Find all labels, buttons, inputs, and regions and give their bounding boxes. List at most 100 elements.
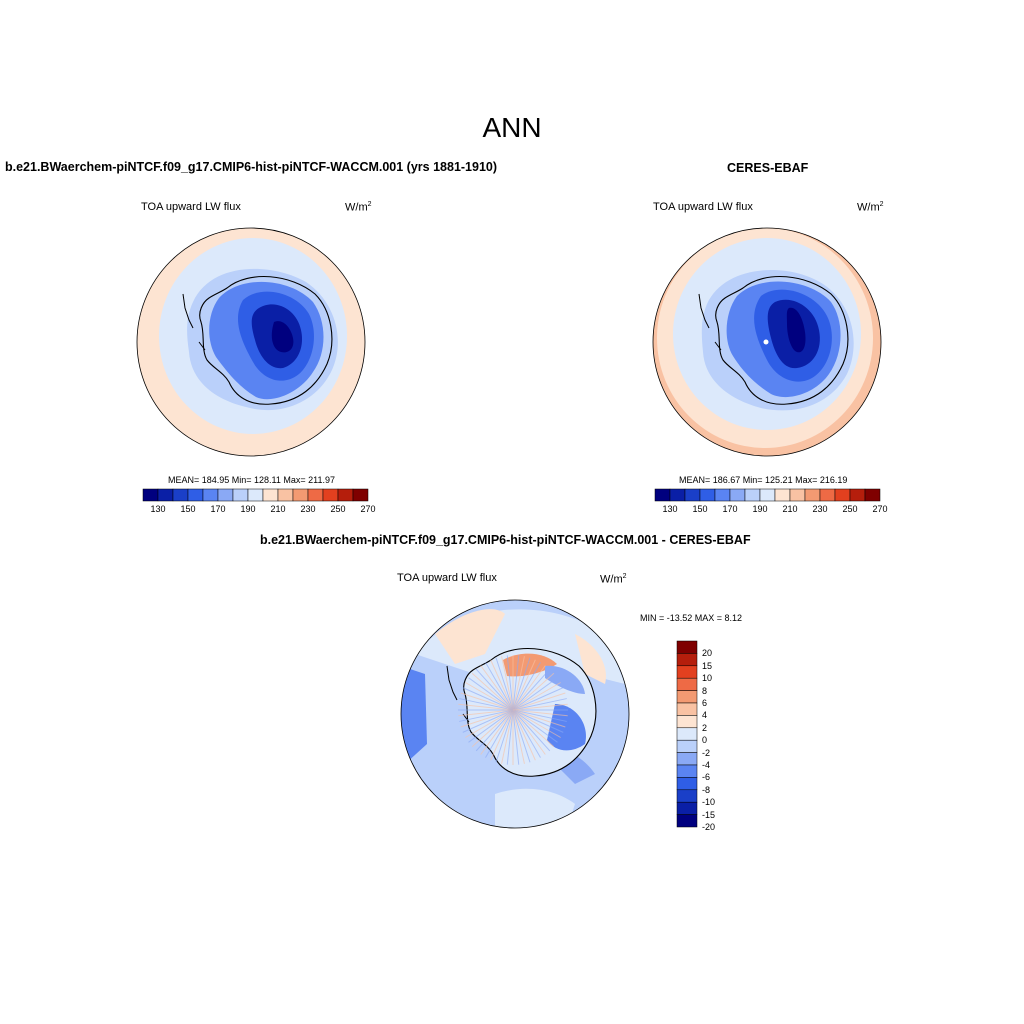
colorbar-swatch — [277, 488, 294, 502]
colorbar-tick-label: -6 — [702, 772, 711, 783]
colorbar-swatch — [142, 488, 159, 502]
colorbar-swatch — [676, 814, 698, 828]
colorbar-swatch — [187, 488, 204, 502]
contour-fill-130 — [786, 307, 806, 353]
colorbar-swatch — [669, 488, 686, 502]
colorbar-swatch — [676, 739, 698, 753]
colorbar-tick-label: 4 — [702, 710, 708, 721]
colorbar-swatch — [172, 488, 189, 502]
colorbar-tick-label: 6 — [702, 698, 708, 708]
colorbar-tick-label: -4 — [702, 760, 711, 770]
colorbar-swatch — [262, 488, 279, 502]
map-boundary — [652, 227, 882, 457]
colorbar-swatch — [684, 488, 701, 502]
panel-title-model: b.e21.BWaerchem-piNTCF.f09_g17.CMIP6-his… — [5, 160, 498, 174]
colorbar-swatch — [292, 488, 309, 502]
radial-streaks — [458, 655, 568, 765]
stats-obs: MEAN= 186.67 Min= 125.21 Max= 216.19 — [679, 475, 848, 485]
colorbar-swatch — [774, 488, 791, 502]
colorbar-swatch — [676, 640, 698, 654]
colorbar-tick-label: -15 — [702, 809, 716, 820]
colorbar-diff-labels: 20 15 10 8 6 4 2 0 -2 -4 -6 -8 -10 -15 -20 — [700, 641, 730, 832]
colorbar-tick-label: 130 — [150, 504, 166, 514]
colorbar-tick-label: 190 — [240, 504, 256, 514]
colorbar-swatch — [232, 488, 249, 502]
variable-label-diff: TOA upward LW flux — [397, 572, 497, 584]
colorbar-swatch — [654, 488, 671, 502]
colorbar-swatch — [352, 488, 369, 502]
contour-fill-minus6-east — [547, 704, 586, 751]
colorbar-model — [142, 488, 369, 502]
colorbar-swatch — [322, 488, 339, 502]
colorbar-swatch — [699, 488, 716, 502]
colorbar-tick-label: 2 — [702, 722, 708, 733]
colorbar-swatch — [849, 488, 866, 502]
polar-map-diff — [400, 599, 630, 829]
colorbar-swatch — [202, 488, 219, 502]
contour-fill-minus4-east — [545, 665, 585, 694]
antarctica-coastline — [199, 275, 333, 405]
colorbar-swatch — [676, 789, 698, 803]
colorbar-tick-label: 0 — [702, 735, 708, 746]
contour-fill-2-upper — [435, 609, 505, 664]
colorbar-swatch — [676, 677, 698, 691]
colorbar-swatch — [676, 702, 698, 716]
colorbar-tick-label: 10 — [702, 673, 713, 684]
colorbar-diff — [676, 640, 698, 828]
colorbar-swatch — [744, 488, 761, 502]
colorbar-tick-label: 230 — [812, 504, 828, 514]
colorbar-tick-label: 170 — [722, 504, 738, 514]
colorbar-tick-label: -2 — [702, 747, 711, 758]
colorbar-tick-label: 150 — [692, 504, 708, 514]
antarctica-coastline — [715, 275, 849, 405]
colorbar-tick-label: 250 — [330, 504, 346, 514]
colorbar-model-labels: 130 150 170 190 210 230 250 270 — [143, 504, 375, 516]
colorbar-swatch — [337, 488, 354, 502]
colorbar-tick-label: -10 — [702, 797, 716, 808]
contour-fill-2-right — [575, 634, 606, 684]
map-boundary — [136, 227, 366, 457]
contour-fill-130 — [271, 321, 294, 353]
south-america-coastline — [182, 293, 206, 351]
variable-label-model: TOA upward LW flux — [141, 201, 241, 213]
colorbar-swatch — [676, 777, 698, 791]
colorbar-swatch — [676, 727, 698, 741]
panel-title-diff: b.e21.BWaerchem-piNTCF.f09_g17.CMIP6-his… — [260, 533, 751, 547]
colorbar-tick-label: -20 — [702, 822, 716, 832]
colorbar-swatch — [676, 653, 698, 667]
colorbar-swatch — [676, 752, 698, 766]
stats-model: MEAN= 184.95 Min= 128.11 Max= 211.97 — [168, 475, 336, 485]
colorbar-tick-label: 210 — [270, 504, 286, 514]
units-label-diff: W/m2 — [600, 573, 627, 586]
polar-map-model — [136, 227, 366, 457]
colorbar-tick-label: 230 — [300, 504, 316, 514]
missing-data-spot — [763, 339, 769, 345]
colorbar-swatch — [247, 488, 264, 502]
polar-map-obs — [652, 227, 882, 457]
units-label-obs: W/m2 — [857, 201, 884, 214]
colorbar-swatch — [217, 488, 234, 502]
colorbar-swatch — [789, 488, 806, 502]
colorbar-tick-label: 170 — [210, 504, 226, 514]
colorbar-swatch — [676, 715, 698, 729]
map-boundary — [400, 599, 630, 829]
stats-diff: MIN = -13.52 MAX = 8.12 — [640, 613, 743, 623]
units-label-model: W/m2 — [345, 201, 372, 214]
colorbar-tick-label: 130 — [662, 504, 678, 514]
panel-title-obs: CERES-EBAF — [727, 161, 809, 175]
colorbar-tick-label: 150 — [180, 504, 196, 514]
colorbar-swatch — [157, 488, 174, 502]
colorbar-swatch — [307, 488, 324, 502]
colorbar-obs — [654, 488, 881, 502]
colorbar-tick-label: -8 — [702, 784, 711, 795]
colorbar-tick-label: 270 — [872, 504, 888, 514]
figure-title: ANN — [482, 112, 542, 143]
colorbar-swatch — [676, 690, 698, 704]
colorbar-tick-label: 210 — [782, 504, 798, 514]
colorbar-swatch — [676, 665, 698, 679]
antarctica-coastline — [463, 647, 597, 777]
colorbar-swatch — [804, 488, 821, 502]
colorbar-swatch — [819, 488, 836, 502]
colorbar-tick-label: 190 — [752, 504, 768, 514]
colorbar-swatch — [676, 764, 698, 778]
